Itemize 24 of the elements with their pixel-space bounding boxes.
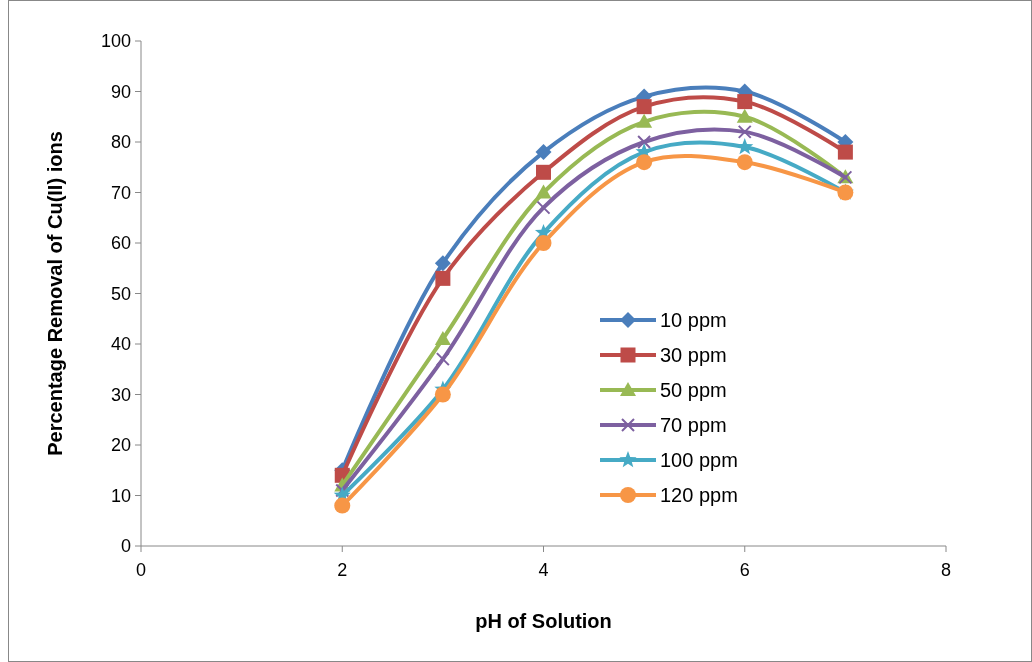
x-tick-label: 4	[538, 560, 549, 580]
x-tick-label: 8	[940, 560, 952, 580]
y-tick-label: 60	[110, 233, 131, 254]
x-tick-label: 0	[135, 560, 147, 580]
legend-label: 100 ppm	[660, 449, 738, 471]
x-tick-label: 6	[739, 560, 750, 580]
y-axis-title: Percentage Removal of Cu(II) ions	[44, 131, 66, 456]
y-tick-label: 50	[110, 283, 131, 304]
y-tick-label: 70	[110, 182, 131, 203]
y-tick-label: 80	[110, 132, 131, 153]
y-tick-label: 0	[120, 536, 131, 557]
y-tick-label: 90	[110, 81, 131, 102]
y-tick-label: 30	[110, 384, 131, 405]
legend-label: 120 ppm	[660, 484, 738, 506]
legend-label: 50 ppm	[660, 379, 727, 401]
legend-label: 30 ppm	[660, 344, 727, 366]
y-tick-label: 100	[100, 31, 131, 52]
y-tick-label: 40	[110, 334, 131, 355]
y-tick-label: 20	[110, 435, 131, 456]
legend-label: 70 ppm	[660, 414, 727, 436]
legend-label: 10 ppm	[660, 309, 727, 331]
x-tick-label: 2	[337, 560, 348, 580]
y-tick-label: 10	[110, 485, 131, 506]
x-axis-title: pH of Solution	[475, 610, 612, 632]
